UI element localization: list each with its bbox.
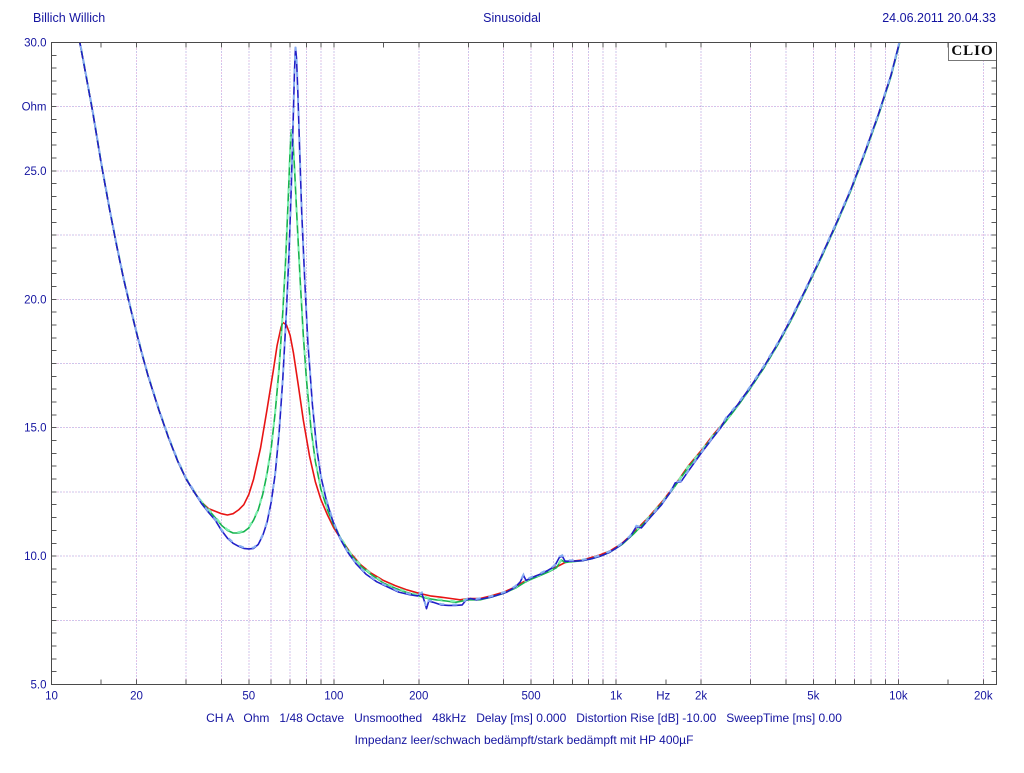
y-tick-label: 25.0 bbox=[24, 166, 46, 178]
curve-2 bbox=[79, 42, 901, 610]
y-tick-label: 10.0 bbox=[24, 551, 46, 563]
header-signal-type: Sinusoidal bbox=[483, 11, 541, 25]
x-tick-label: 50 bbox=[242, 691, 255, 703]
curve-0 bbox=[79, 42, 901, 601]
y-tick-label: 30.0 bbox=[24, 38, 46, 50]
curves bbox=[78, 42, 901, 612]
chart-caption: Impedanz leer/schwach bedämpft/stark bed… bbox=[354, 733, 694, 747]
x-tick-label: 5k bbox=[807, 691, 819, 703]
plot-border bbox=[51, 42, 997, 685]
grid bbox=[51, 42, 997, 685]
measurement-status-line: CH A Ohm 1/48 Octave Unsmoothed 48kHz De… bbox=[206, 711, 842, 725]
x-tick-label: 10 bbox=[45, 691, 58, 703]
axis-ticks bbox=[51, 42, 997, 685]
x-tick-label: 20 bbox=[130, 691, 143, 703]
x-tick-label: 200 bbox=[409, 691, 428, 703]
x-tick-label: 20k bbox=[974, 691, 993, 703]
x-tick-label: Hz bbox=[656, 691, 670, 703]
curve-2-overlay bbox=[78, 42, 901, 612]
x-tick-label: 10k bbox=[889, 691, 908, 703]
axis-labels: 10 20 50 100 200 500 1k Hz 2k 5k 10k 20k 30.0 25.0 20.… bbox=[22, 38, 993, 703]
header-project-name: Billich Willich bbox=[33, 11, 106, 25]
y-axis-unit-label: Ohm bbox=[22, 102, 47, 114]
x-tick-label: 1k bbox=[610, 691, 622, 703]
curve-1 bbox=[79, 42, 901, 604]
y-tick-label: 20.0 bbox=[24, 294, 46, 306]
y-tick-label: 15.0 bbox=[24, 423, 46, 435]
x-tick-label: 500 bbox=[521, 691, 540, 703]
curve-1-overlay bbox=[78, 42, 901, 603]
clio-logo: CLIO bbox=[948, 43, 996, 61]
x-tick-label: 100 bbox=[324, 691, 343, 703]
x-tick-label: 2k bbox=[695, 691, 707, 703]
header-datetime: 24.06.2011 20.04.33 bbox=[882, 11, 996, 25]
y-tick-label: 5.0 bbox=[31, 680, 47, 692]
